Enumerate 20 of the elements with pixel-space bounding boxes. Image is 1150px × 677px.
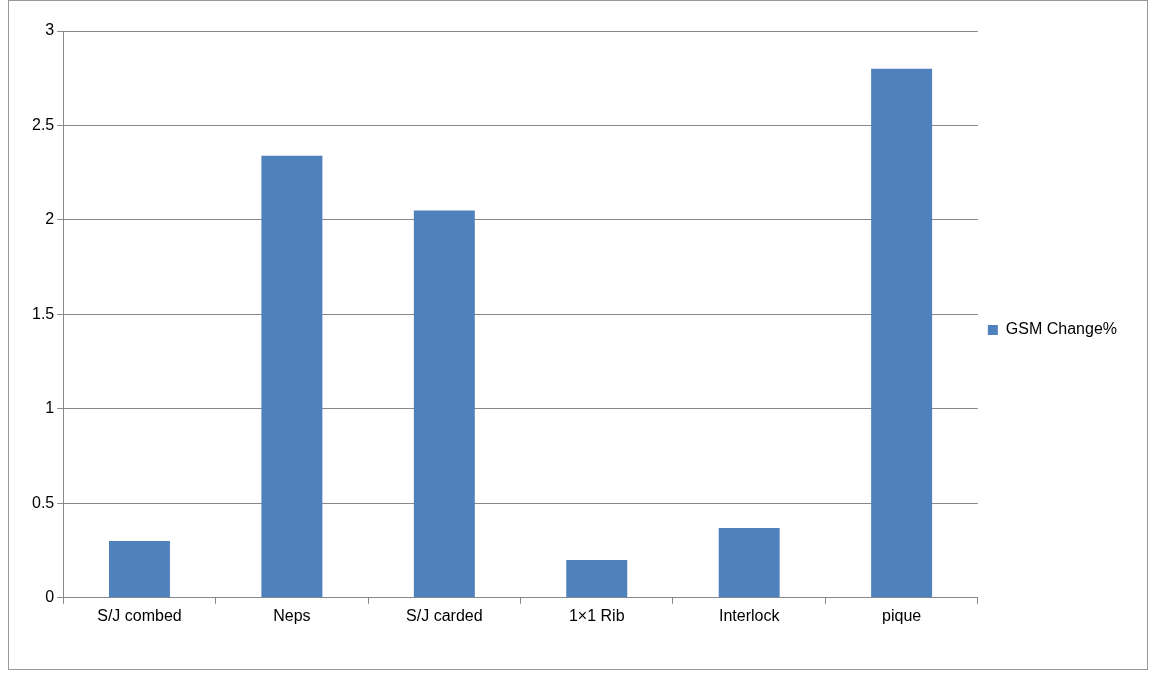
- y-tick-label: 1: [45, 399, 55, 417]
- y-tick-label: 3: [45, 21, 55, 39]
- bar: [566, 560, 628, 598]
- x-tick-label: S/J combed: [97, 606, 182, 624]
- y-tick-label: 0: [45, 588, 55, 606]
- x-tick-label: 1×1 Rib: [568, 606, 625, 624]
- y-tick-label: 1.5: [31, 304, 55, 322]
- y-tick-label: 2.5: [31, 115, 55, 133]
- x-tick-label: pique: [882, 606, 922, 624]
- x-tick-label: Neps: [273, 606, 311, 624]
- legend-label: GSM Change%: [1005, 320, 1118, 338]
- bar: [261, 155, 323, 598]
- bar: [413, 210, 475, 598]
- y-tick-label: 2: [45, 210, 55, 228]
- bar: [718, 527, 780, 598]
- y-tick-label: 0.5: [31, 493, 55, 511]
- x-tick-label: Interlock: [718, 606, 781, 624]
- bar: [871, 68, 933, 598]
- bar: [108, 541, 170, 598]
- x-tick-label: S/J carded: [406, 606, 483, 624]
